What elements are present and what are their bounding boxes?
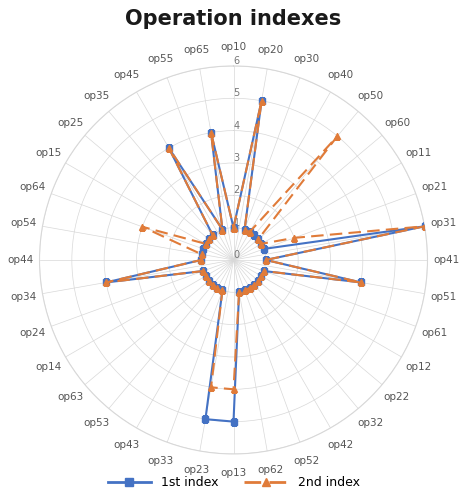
Title: Operation indexes: Operation indexes	[125, 9, 342, 29]
Legend: 1st index, 2nd index: 1st index, 2nd index	[102, 472, 365, 494]
